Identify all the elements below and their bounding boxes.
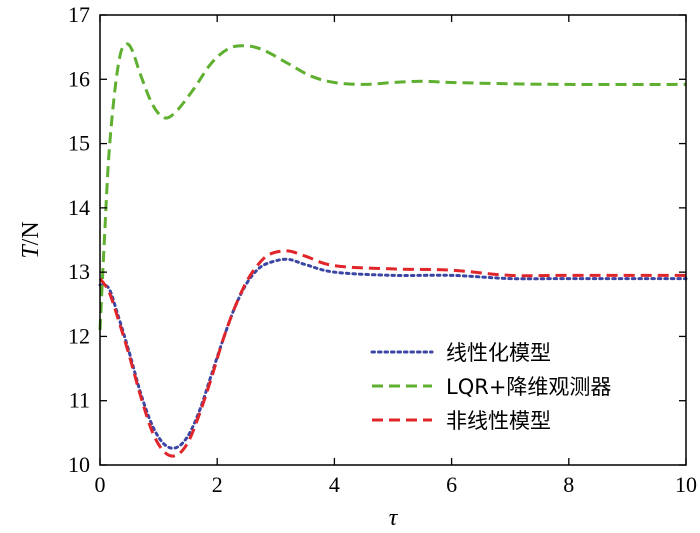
series-line-lqr-observer [98, 42, 687, 331]
x-axis-title: τ [389, 505, 399, 531]
x-tick-label: 8 [563, 472, 574, 497]
y-axis-title-unit: /N [18, 221, 44, 245]
y-tick-label: 11 [69, 388, 90, 413]
y-tick-label: 17 [68, 2, 90, 27]
legend-label-nonlinear-model: 非线性模型 [446, 409, 551, 433]
x-tick-label: 6 [446, 472, 457, 497]
y-tick-label: 16 [68, 66, 90, 91]
y-tick-label: 13 [68, 259, 90, 284]
y-tick-label: 15 [68, 131, 90, 156]
y-tick-label: 10 [68, 452, 90, 477]
axis-ticks: 0 2 4 6 8 10 10 11 12 13 14 15 16 17 [68, 2, 697, 497]
plot-frame [99, 14, 687, 466]
series-line-nonlinear-model [98, 249, 686, 458]
y-tick-label: 12 [68, 323, 90, 348]
y-axis-title-symbol: T [18, 244, 44, 259]
x-tick-label: 4 [329, 472, 340, 497]
x-tick-label: 10 [675, 472, 697, 497]
legend-label-lqr-observer: LQR+降维观测器 [446, 375, 611, 399]
series-layer [98, 42, 688, 458]
x-tick-label: 2 [212, 472, 223, 497]
legend-label-linearized-model: 线性化模型 [446, 341, 551, 365]
x-tick-label: 0 [95, 472, 106, 497]
y-tick-label: 14 [68, 195, 90, 220]
y-axis-title: T/N [18, 221, 44, 258]
